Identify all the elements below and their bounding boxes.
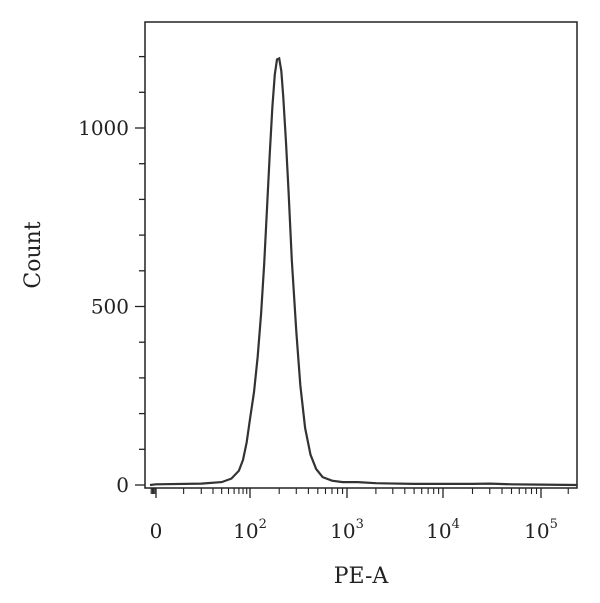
x-tick-base: 10 xyxy=(233,519,258,543)
x-tick-exponent: 4 xyxy=(452,517,460,532)
x-axis: 0 102 103 104 105 xyxy=(150,488,569,543)
x-tick-label: 103 xyxy=(330,517,364,543)
y-tick-label: 1000 xyxy=(78,116,129,140)
x-tick-base: 10 xyxy=(330,519,355,543)
x-tick-base: 10 xyxy=(426,519,451,543)
series-line xyxy=(149,56,578,487)
y-tick-label: 500 xyxy=(91,295,129,319)
x-tick-exponent: 3 xyxy=(356,517,364,532)
x-tick-label: 104 xyxy=(426,517,460,543)
y-axis-label: Count xyxy=(21,221,46,288)
x-tick-label: 105 xyxy=(524,517,558,543)
plot-frame xyxy=(144,21,578,489)
x-tick-base: 0 xyxy=(150,519,163,543)
x-axis-label: PE-A xyxy=(334,564,390,589)
y-axis: 0 500 1000 xyxy=(78,55,145,497)
x-tick-exponent: 2 xyxy=(259,517,267,532)
x-tick-base: 10 xyxy=(524,519,549,543)
x-tick-exponent: 5 xyxy=(550,517,558,532)
y-tick-label: 0 xyxy=(116,473,129,497)
x-tick-label: 102 xyxy=(233,517,267,543)
x-tick-label: 0 xyxy=(150,519,163,543)
